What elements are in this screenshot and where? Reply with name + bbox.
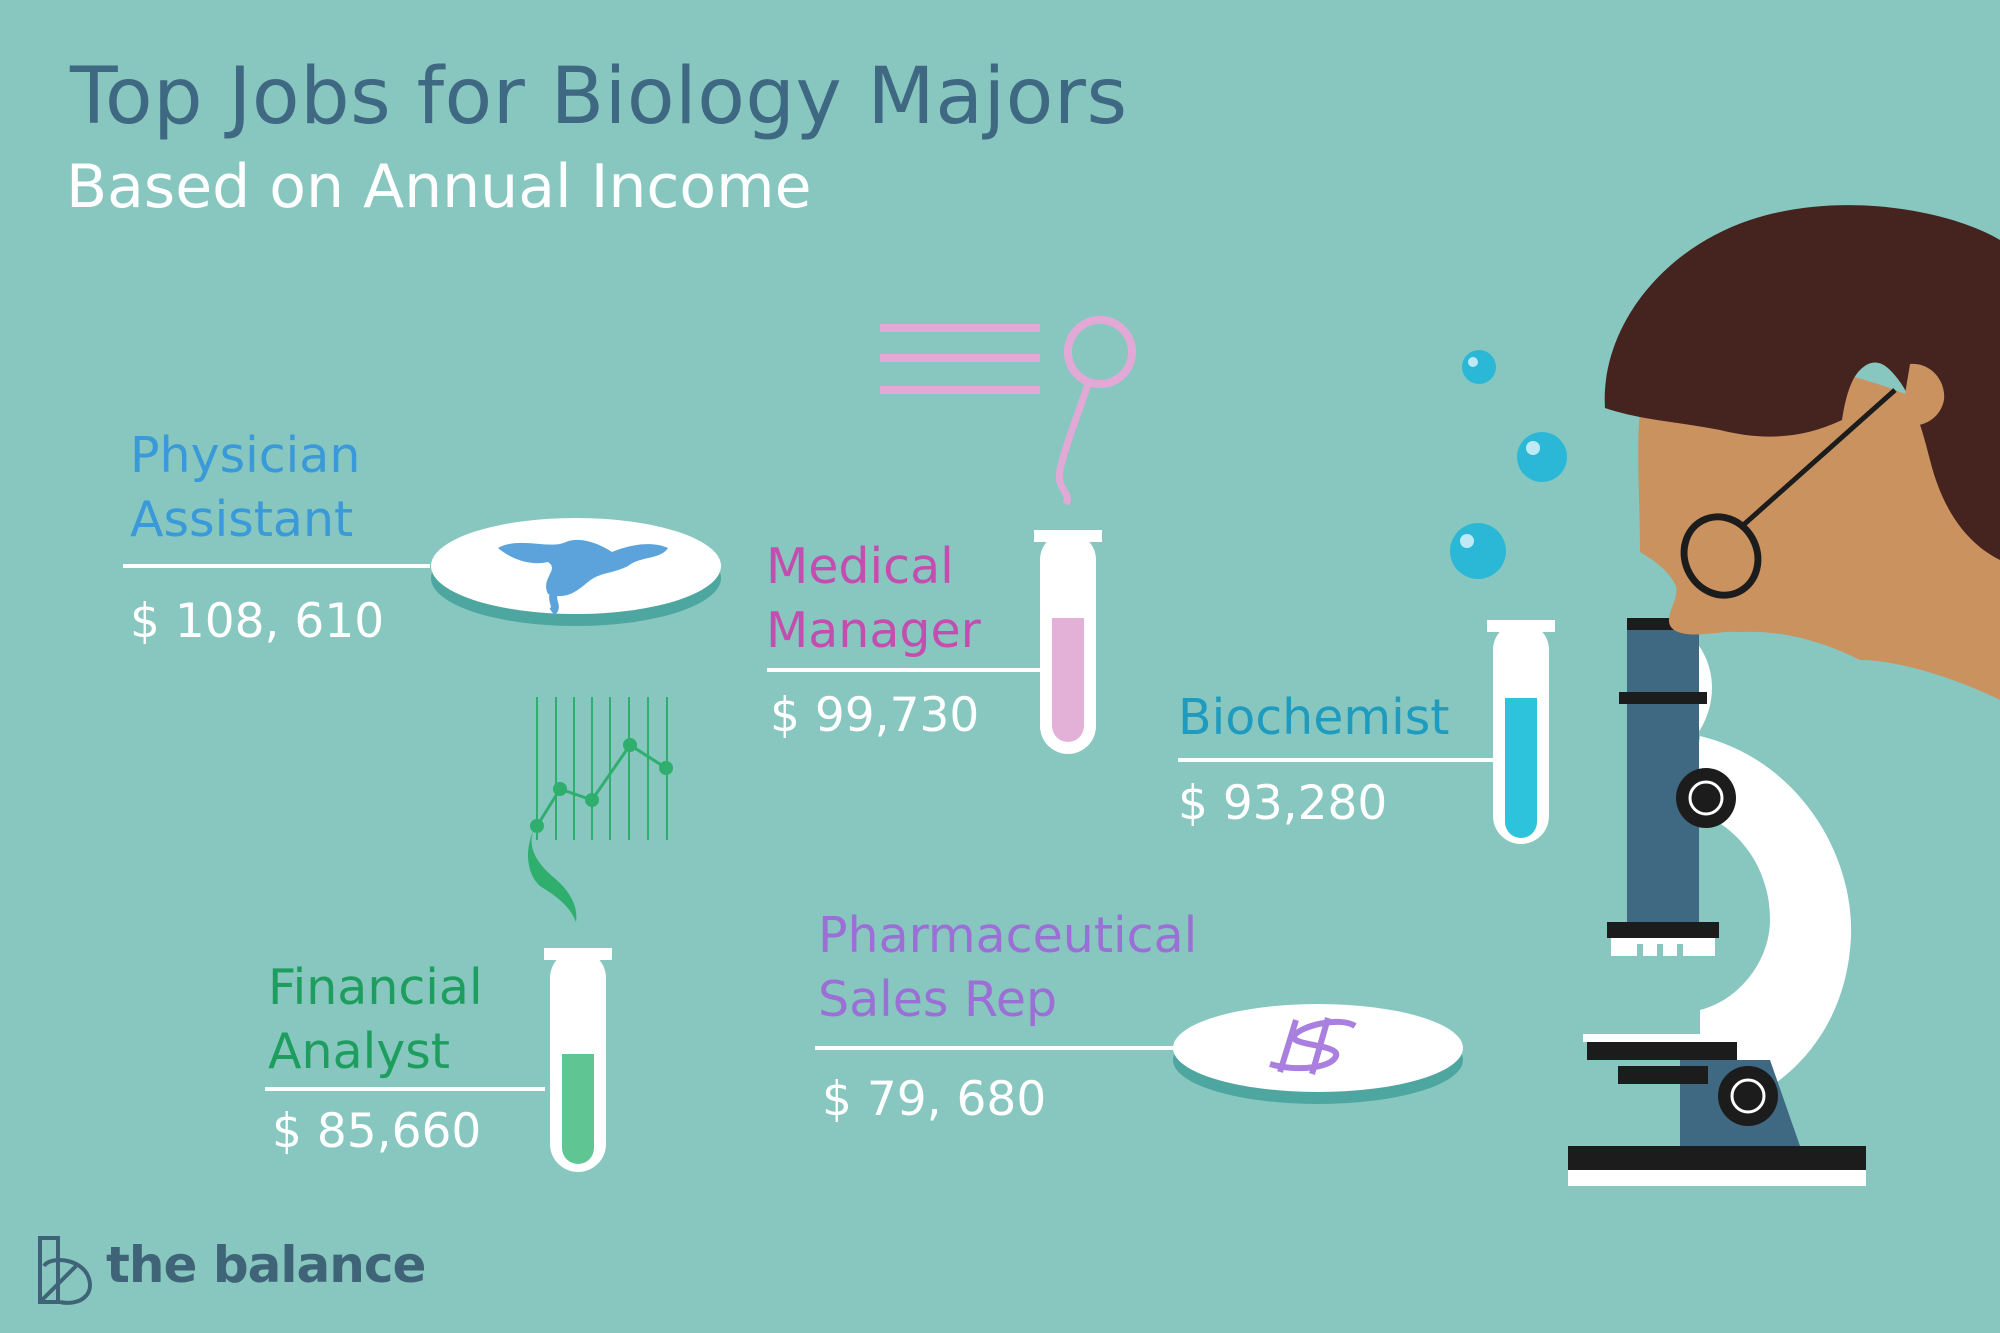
label-rules (123, 564, 1495, 1091)
petri-dish-physician-icon (431, 518, 721, 626)
job-title-financial-analyst: Financial Analyst (268, 959, 483, 1080)
salary-financial-analyst: $ 85,660 (272, 1104, 482, 1159)
job-title-physician-assistant: Physician Assistant (130, 427, 361, 548)
balance-logo-icon (38, 1236, 92, 1305)
microscope-icon (1568, 618, 1866, 1186)
job-title-medical-manager: Medical Manager (766, 538, 981, 659)
salary-pharmaceutical-sales-rep: $ 79, 680 (822, 1072, 1047, 1127)
test-tube-medical-icon (1034, 530, 1102, 754)
job-title-biochemist: Biochemist (1178, 689, 1450, 746)
salary-medical-manager: $ 99,730 (770, 688, 980, 743)
brand-name: the balance (106, 1236, 426, 1294)
magnifier-icon (880, 316, 1136, 506)
salary-biochemist: $ 93,280 (1178, 776, 1388, 831)
stock-chart-icon (528, 697, 673, 922)
job-title-pharmaceutical-sales-rep: Pharmaceutical Sales Rep (818, 907, 1198, 1028)
test-tube-financial-icon (544, 948, 612, 1172)
test-tube-biochemist-icon (1487, 620, 1555, 844)
salary-physician-assistant: $ 108, 610 (130, 594, 385, 649)
bubbles-icon (1450, 350, 1567, 579)
scientist-person-icon (1604, 205, 2000, 700)
page-title: Top Jobs for Biology Majors (70, 52, 1128, 142)
petri-dish-dollar-icon (1173, 1004, 1463, 1104)
page-subtitle: Based on Annual Income (66, 152, 812, 222)
